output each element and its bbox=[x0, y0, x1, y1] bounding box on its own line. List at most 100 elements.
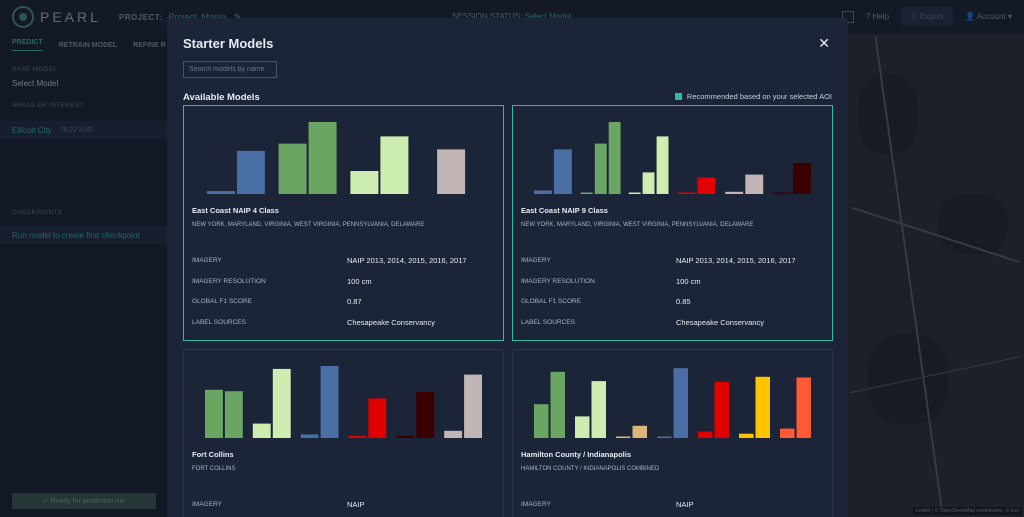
model-card[interactable]: Fort Collins FORT COLLINS IMAGERY NAIP bbox=[183, 349, 504, 517]
imagery-label: IMAGERY bbox=[192, 501, 222, 508]
panel-tabs: PREDICT RETRAIN MODEL REFINE R bbox=[0, 34, 167, 56]
export-label: Export bbox=[919, 12, 944, 21]
session-value: Select Model bbox=[524, 12, 571, 21]
imagery-value: NAIP bbox=[347, 500, 365, 509]
chart-bar bbox=[380, 136, 409, 194]
aoi-name: Ellicott City bbox=[12, 125, 52, 135]
label-sources-label: LABEL SOURCES bbox=[192, 319, 246, 326]
model-card[interactable]: East Coast NAIP 9 Class NEW YORK, MARYLA… bbox=[512, 105, 833, 341]
chart-bar bbox=[745, 174, 764, 194]
model-card[interactable]: East Coast NAIP 4 Class NEW YORK, MARYLA… bbox=[183, 105, 504, 341]
model-name: Fort Collins bbox=[192, 450, 234, 459]
model-region: FORT COLLINS bbox=[192, 466, 236, 472]
chart-bar bbox=[272, 368, 291, 438]
imagery-value: NAIP bbox=[676, 500, 694, 509]
chart-bar bbox=[416, 391, 435, 438]
resolution-label: IMAGERY RESOLUTION bbox=[521, 278, 595, 285]
chart-bar bbox=[642, 172, 655, 194]
f1-value: 0.87 bbox=[347, 297, 362, 306]
chart-bar bbox=[575, 416, 590, 438]
chart-bar bbox=[793, 163, 811, 194]
aoi-item[interactable]: Ellicott City 79.22 KM2 bbox=[0, 121, 167, 139]
label-sources-value: Chesapeake Conservancy bbox=[676, 318, 764, 327]
imagery-value: NAIP 2013, 2014, 2015, 2016, 2017 bbox=[676, 256, 796, 265]
logo: PEARL bbox=[12, 6, 101, 28]
account-label: Account bbox=[976, 12, 1006, 21]
ready-for-prediction-button[interactable]: ✓ Ready for prediction run bbox=[12, 493, 156, 509]
chart-bar bbox=[437, 149, 466, 194]
account-menu[interactable]: 👤 Account ▾ bbox=[965, 12, 1012, 21]
checkpoints-label: CHECKPOINTS bbox=[12, 209, 63, 216]
map-view[interactable]: Leaflet | © OpenStreetMap contributors, … bbox=[848, 34, 1024, 517]
chart-bar bbox=[550, 371, 565, 438]
close-icon[interactable]: ✕ bbox=[818, 35, 830, 51]
chart-bar bbox=[616, 436, 631, 438]
chart-bar bbox=[348, 435, 367, 438]
chart-bar bbox=[300, 434, 319, 438]
chart-bar bbox=[308, 122, 337, 194]
model-region: HAMILTON COUNTY / INDIANAPOLIS COMBINED bbox=[521, 466, 660, 472]
chart-bar bbox=[534, 190, 552, 194]
chart-bar bbox=[594, 143, 607, 194]
resolution-value: 100 cm bbox=[676, 277, 701, 286]
aoi-size: 79.22 KM2 bbox=[59, 126, 94, 134]
resolution-value: 100 cm bbox=[347, 277, 372, 286]
chart-bar bbox=[656, 136, 669, 194]
project-name[interactable]: Project_Mania bbox=[168, 12, 227, 22]
map-attribution: Leaflet | © OpenStreetMap contributors, … bbox=[912, 507, 1022, 515]
chart-bar bbox=[553, 149, 572, 194]
f1-value: 0.85 bbox=[676, 297, 691, 306]
available-models-heading: Available Models bbox=[183, 92, 260, 103]
left-panel: PREDICT RETRAIN MODEL REFINE R BASE MODE… bbox=[0, 34, 167, 517]
tab-retrain[interactable]: RETRAIN MODEL bbox=[58, 41, 118, 49]
chart-bar bbox=[755, 376, 770, 438]
export-button[interactable]: ⇪ Export bbox=[901, 7, 954, 26]
search-models-input[interactable] bbox=[183, 61, 277, 78]
project-label: PROJECT: bbox=[118, 12, 163, 22]
chart-bar bbox=[714, 381, 729, 438]
recommended-legend: Recommended based on your selected AOI bbox=[674, 92, 832, 101]
base-model-select[interactable]: Select Model bbox=[12, 79, 59, 88]
chart-bar bbox=[350, 171, 379, 194]
model-region: NEW YORK, MARYLAND, VIRGINIA, WEST VIRGI… bbox=[521, 222, 754, 228]
help-link[interactable]: ? Help bbox=[865, 12, 890, 21]
session-label: SESSION STATUS: bbox=[452, 12, 523, 21]
chart-bar bbox=[368, 398, 387, 438]
edit-pencil-icon[interactable]: ✎ bbox=[234, 11, 242, 22]
chart-bar bbox=[697, 177, 716, 194]
chart-bar bbox=[773, 192, 792, 194]
tab-predict[interactable]: PREDICT bbox=[12, 39, 43, 51]
chart-bar bbox=[698, 431, 713, 438]
chart-bar bbox=[739, 433, 754, 438]
f1-label: GLOBAL F1 SCORE bbox=[192, 298, 253, 305]
legend-text: Recommended based on your selected AOI bbox=[686, 92, 832, 101]
pearl-logo-icon bbox=[12, 6, 34, 28]
f1-label: GLOBAL F1 SCORE bbox=[521, 298, 582, 305]
chart-bar bbox=[534, 404, 549, 438]
session-status: SESSION STATUS: Select Model bbox=[452, 12, 571, 21]
chart-bar bbox=[673, 368, 688, 438]
map-feature bbox=[938, 194, 1008, 254]
chart-bar bbox=[205, 389, 223, 438]
help-label: Help bbox=[872, 12, 890, 21]
tab-refine[interactable]: REFINE R bbox=[133, 41, 166, 49]
chart-bar bbox=[236, 150, 265, 194]
model-card[interactable]: Hamilton County / Indianapolis HAMILTON … bbox=[512, 349, 833, 517]
chart-bar bbox=[591, 381, 606, 438]
checkpoint-hint: Run model to create first checkpoint bbox=[0, 226, 167, 244]
aoi-label: AREAS OF INTEREST bbox=[12, 102, 84, 109]
logo-text: PEARL bbox=[40, 9, 101, 25]
label-sources-value: Chesapeake Conservancy bbox=[347, 318, 435, 327]
imagery-label: IMAGERY bbox=[521, 501, 551, 508]
chart-bar bbox=[224, 391, 243, 438]
chart-bar bbox=[320, 366, 339, 438]
resolution-label: IMAGERY RESOLUTION bbox=[192, 278, 266, 285]
model-name: East Coast NAIP 9 Class bbox=[521, 206, 608, 215]
chart-bar bbox=[396, 435, 415, 438]
model-region: NEW YORK, MARYLAND, VIRGINIA, WEST VIRGI… bbox=[192, 222, 425, 228]
chart-bar bbox=[444, 430, 463, 438]
class-distribution-chart bbox=[206, 122, 466, 194]
chart-bar bbox=[657, 436, 672, 438]
chart-bar bbox=[252, 423, 271, 438]
imagery-label: IMAGERY bbox=[521, 257, 551, 264]
